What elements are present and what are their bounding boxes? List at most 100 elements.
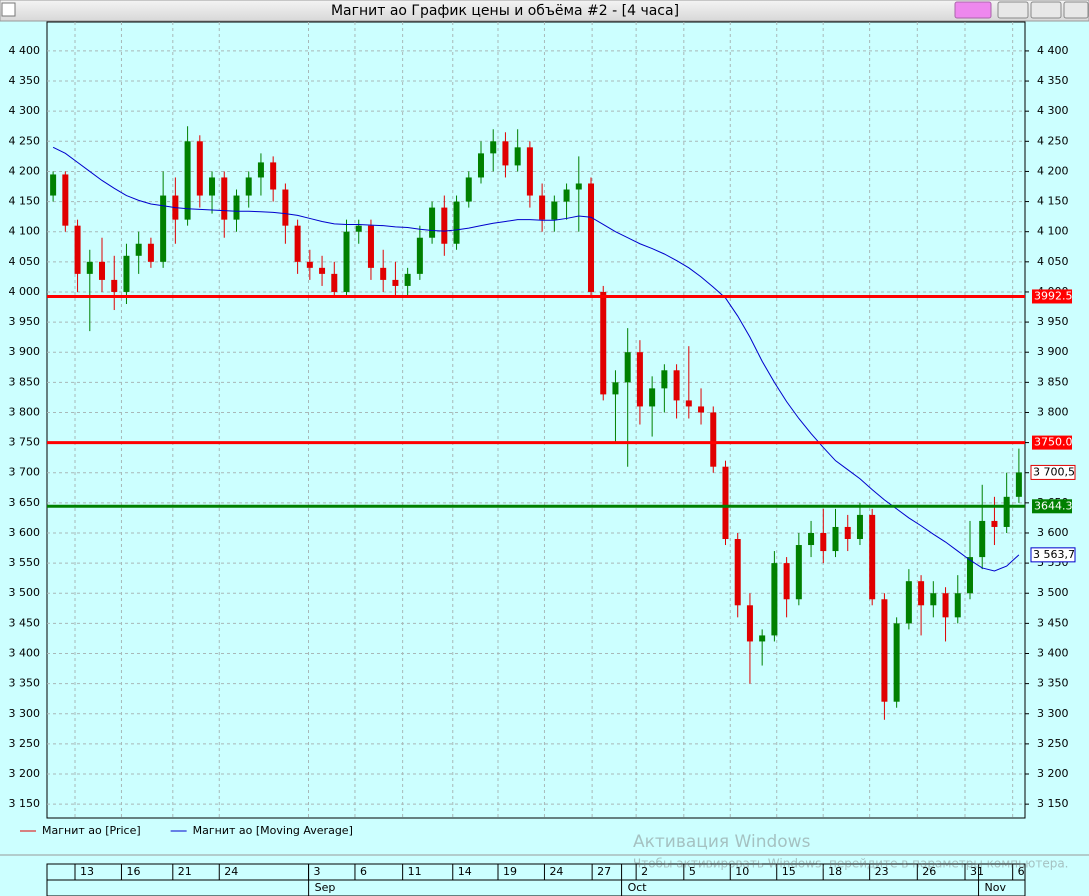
plot-frame — [46, 21, 1026, 819]
x-tick-label: 23 — [875, 865, 889, 878]
level-tag — [1032, 435, 1072, 450]
candle-body — [1015, 472, 1022, 497]
level-label: 3992.5 — [1034, 289, 1073, 302]
last-value-tag — [1030, 547, 1076, 563]
x-tick-label: 11 — [408, 865, 422, 878]
x-tick-label: 27 — [597, 865, 611, 878]
y-tick-label: 3 800 — [9, 405, 41, 418]
y-tick-label-right: 4 400 — [1037, 44, 1069, 57]
candle-body — [832, 526, 839, 552]
candle-body — [502, 141, 509, 166]
x-tick-label: 2 — [641, 865, 648, 878]
candle-body — [526, 147, 533, 196]
candle-body — [624, 352, 631, 383]
candle-body — [331, 273, 338, 292]
candle-body — [991, 520, 998, 527]
candle-body — [710, 412, 717, 467]
last-value-label: 3 563,7 — [1033, 548, 1075, 561]
y-tick-label: 4 300 — [9, 104, 41, 117]
y-tick-label: 3 900 — [9, 345, 41, 358]
candle-body — [147, 243, 154, 262]
candle-body — [575, 183, 582, 190]
candle-body — [416, 237, 423, 274]
candle-body — [86, 261, 93, 274]
link-button[interactable] — [954, 1, 992, 19]
candle-body — [734, 539, 741, 606]
candle-body — [759, 635, 766, 642]
y-tick-label-right: 4 250 — [1037, 134, 1069, 147]
candle-body — [636, 352, 643, 407]
candle-body — [380, 267, 387, 280]
y-tick-label: 3 650 — [9, 496, 41, 509]
candle-body — [979, 520, 986, 558]
x-tick-label: 24 — [224, 865, 238, 878]
candle-body — [294, 225, 301, 262]
candle-body — [257, 162, 264, 178]
y-tick-label-right: 3 950 — [1037, 315, 1069, 328]
y-tick-label: 3 550 — [9, 556, 41, 569]
y-tick-label-right: 4 300 — [1037, 104, 1069, 117]
candle-body — [600, 291, 607, 395]
watermark-title: Активация Windows — [633, 832, 811, 852]
candle-body — [404, 273, 411, 286]
candle-body — [367, 225, 374, 268]
candle-body — [612, 382, 619, 395]
title-bar — [0, 0, 1089, 22]
x-tick-label: 15 — [782, 865, 796, 878]
candle-body — [930, 593, 937, 606]
last-value-label: 3 700,5 — [1033, 465, 1075, 478]
x-tick-label: 16 — [126, 865, 140, 878]
x-tick-label: 5 — [689, 865, 696, 878]
y-tick-label-right: 3 800 — [1037, 405, 1069, 418]
candle-body — [661, 370, 668, 389]
y-tick-label: 4 400 — [9, 44, 41, 57]
window-icon[interactable] — [1, 2, 16, 17]
y-tick-label: 4 150 — [9, 195, 41, 208]
level-label: 3750.0 — [1034, 436, 1073, 449]
candle-body — [869, 514, 876, 600]
candle-body — [74, 225, 81, 274]
maximize-button[interactable] — [1030, 1, 1062, 19]
y-tick-label-right: 3 900 — [1037, 345, 1069, 358]
candle-body — [539, 195, 546, 220]
month-label: Nov — [985, 881, 1007, 894]
candle-body — [685, 400, 692, 407]
candle-body — [233, 195, 240, 220]
candle-body — [588, 183, 595, 292]
candle-body — [282, 189, 289, 226]
x-tick-label: 24 — [549, 865, 563, 878]
candle-body — [881, 599, 888, 702]
y-tick-label-right: 3 600 — [1037, 526, 1069, 539]
close-button[interactable] — [1063, 1, 1089, 19]
y-tick-label: 3 300 — [9, 707, 41, 720]
y-tick-label: 4 250 — [9, 134, 41, 147]
x-tick-label: 3 — [314, 865, 321, 878]
y-tick-label: 4 000 — [9, 285, 41, 298]
candle-body — [746, 605, 753, 642]
y-tick-label: 3 450 — [9, 616, 41, 629]
window-title: Магнит ао График цены и объёма #2 - [4 ч… — [331, 3, 679, 19]
month-label: Sep — [315, 881, 336, 894]
y-tick-label-right: 3 250 — [1037, 737, 1069, 750]
x-tick-label: 31 — [970, 865, 984, 878]
candle-body — [135, 243, 142, 256]
candle-body — [62, 174, 69, 226]
minimize-button[interactable] — [997, 1, 1029, 19]
candle-body — [465, 177, 472, 202]
candle-body — [808, 532, 815, 546]
candle-body — [844, 526, 851, 540]
y-tick-label-right: 3 850 — [1037, 375, 1069, 388]
y-tick-label-right: 4 350 — [1037, 74, 1069, 87]
candle-body — [918, 581, 925, 606]
candle-body — [551, 201, 558, 220]
candle-body — [319, 267, 326, 274]
last-value-tag — [1030, 464, 1076, 480]
y-tick-label-right: 3 200 — [1037, 767, 1069, 780]
y-tick-label: 3 850 — [9, 375, 41, 388]
level-tag — [1032, 499, 1072, 514]
y-tick-label-right: 4 200 — [1037, 164, 1069, 177]
level-label: 3644.3 — [1034, 499, 1073, 512]
candle-body — [649, 388, 656, 407]
y-tick-label-right: 3 150 — [1037, 797, 1069, 810]
candle-body — [184, 141, 191, 220]
